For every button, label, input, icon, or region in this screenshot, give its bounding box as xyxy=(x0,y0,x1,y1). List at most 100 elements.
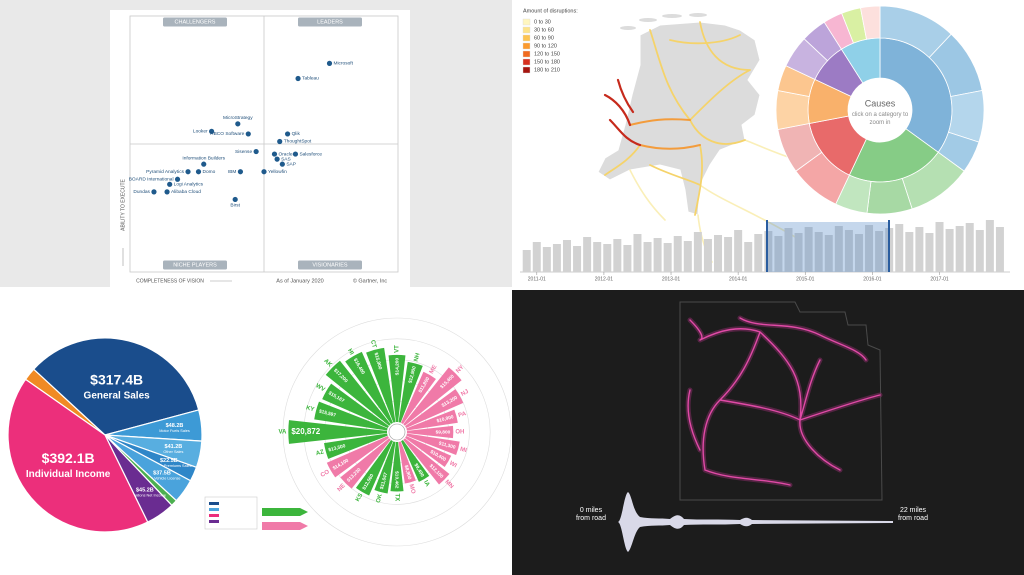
vendor-point xyxy=(195,169,202,175)
legend-swatch xyxy=(522,66,531,74)
bar xyxy=(603,244,612,272)
bar xyxy=(623,245,632,272)
state-value-label: $8,900 xyxy=(403,465,413,481)
vendor-point xyxy=(235,121,241,127)
pie-slice xyxy=(32,337,200,436)
state-label: OK xyxy=(376,493,384,504)
bar xyxy=(975,230,984,272)
state-label: MO xyxy=(408,484,416,495)
distance-density xyxy=(618,492,893,552)
radial-bar xyxy=(324,433,388,459)
vendor-point xyxy=(261,169,267,175)
slice-value-label: $45.2B xyxy=(136,487,154,493)
annotation: © Gartner, Inc xyxy=(353,277,388,284)
radial-bar xyxy=(314,401,388,431)
state-label: NE xyxy=(337,483,347,493)
bar xyxy=(865,225,874,272)
radial-bar xyxy=(322,383,389,428)
vendor-label: Domo xyxy=(203,169,216,175)
slice-value-label: $41.2B xyxy=(165,444,183,450)
vendor-label: Looker xyxy=(193,129,208,135)
vendor-label: Salesforce xyxy=(299,151,322,157)
radial-legend xyxy=(204,496,308,530)
radial-center xyxy=(388,423,406,441)
state-label: MI xyxy=(459,447,467,455)
bar xyxy=(764,231,773,272)
bar xyxy=(844,230,853,272)
vendor-point xyxy=(209,128,215,134)
slice-value-label: $37.5B xyxy=(153,470,171,476)
vendor-point xyxy=(245,131,251,137)
legend-swatch xyxy=(522,34,531,42)
x-tick-label: 2017-01 xyxy=(930,276,949,282)
legend-title: Amount of disruptions: xyxy=(523,8,578,14)
quadrant-label: CHALLENGERS xyxy=(175,19,216,25)
radial-bar xyxy=(406,409,458,431)
state-value-label: $11,047 xyxy=(379,472,389,490)
legend-swatch xyxy=(209,514,219,517)
road-map xyxy=(618,301,893,552)
sunburst-title: Causes xyxy=(865,98,896,108)
legend-arrow xyxy=(262,522,308,530)
bar xyxy=(774,236,783,272)
legend-label: 180 to 210 xyxy=(534,67,560,73)
bar xyxy=(925,233,934,272)
bar xyxy=(734,230,743,272)
state-label: NY xyxy=(455,364,465,374)
quadrant-pill xyxy=(298,17,362,27)
bar xyxy=(985,220,994,272)
radial-bar xyxy=(345,351,393,424)
bar xyxy=(542,247,551,272)
radial-bar xyxy=(405,436,452,468)
radial-bar xyxy=(374,441,396,494)
bar xyxy=(895,224,904,272)
bar xyxy=(693,232,702,272)
bar xyxy=(683,241,692,272)
radial-bar xyxy=(288,420,388,444)
x-tick-label: 2012-01 xyxy=(595,276,614,282)
quadrant-pill xyxy=(298,260,362,270)
slice-value-label: $48.2B xyxy=(166,423,184,429)
state-value-label: $13,500 xyxy=(328,443,347,453)
quadrant-pill xyxy=(163,260,227,270)
slice-value-label: $317.4B xyxy=(90,372,143,388)
radial-bar xyxy=(398,441,416,484)
slice-label: Individual Income xyxy=(26,469,111,480)
legend-swatch xyxy=(522,58,531,66)
chart-card xyxy=(110,10,410,292)
vendor-point xyxy=(292,151,299,157)
vendor-label: ThoughtSpot xyxy=(284,139,312,145)
bar xyxy=(532,242,541,272)
vendor-point xyxy=(174,176,181,182)
radial-bar xyxy=(340,438,391,489)
density-right-label: 22 miles from road xyxy=(898,507,928,522)
rail-line xyxy=(603,78,642,147)
vendor-label: BOARD International xyxy=(129,177,174,183)
bar xyxy=(955,226,964,272)
legend-label: 30 to 60 xyxy=(534,27,554,33)
bar xyxy=(613,239,622,272)
vendor-label: Birst xyxy=(230,203,240,209)
vendor-label: Yellowfin xyxy=(268,169,287,175)
bar xyxy=(673,236,682,272)
state-label: AZ xyxy=(315,449,325,457)
state-value-label: $12,900 xyxy=(407,365,417,384)
legend-label: 90 to 120 xyxy=(534,43,557,49)
bar xyxy=(915,227,924,272)
state-label: HI xyxy=(346,348,354,356)
vendor-point xyxy=(201,161,207,167)
slice-label: Motor Fuels Sales xyxy=(159,429,190,433)
vendor-label: Microsoft xyxy=(334,61,354,67)
vendor-point xyxy=(295,75,301,82)
vendor-point xyxy=(271,151,278,157)
slice-label: Motor Vehicle License xyxy=(143,476,180,480)
bar xyxy=(714,235,723,272)
x-tick-label: 2011-01 xyxy=(528,276,546,282)
state-label: TX xyxy=(393,493,399,501)
bar xyxy=(573,246,582,272)
rail-line xyxy=(604,21,751,216)
slice-value-label: $22.5B xyxy=(160,458,178,464)
state-value-label: $15,597 xyxy=(318,408,337,418)
